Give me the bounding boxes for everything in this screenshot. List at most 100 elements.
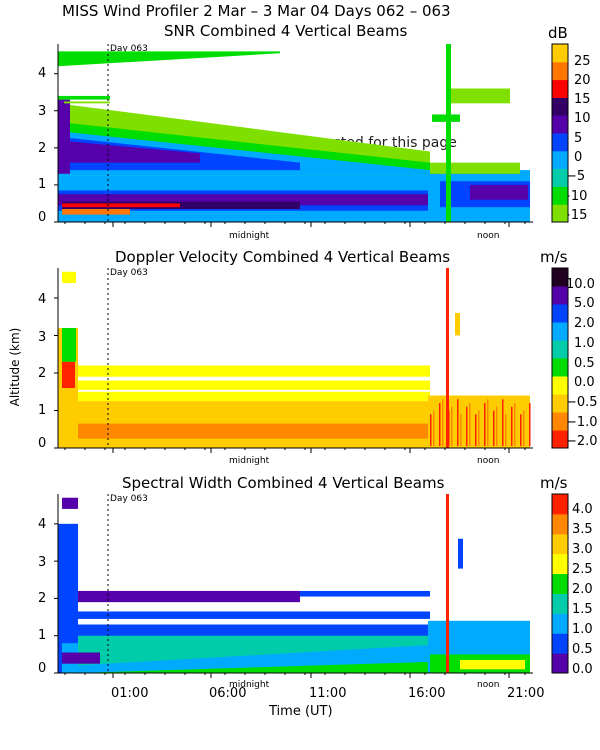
width-colorbar-segment [552, 553, 568, 575]
width-region [58, 523, 78, 673]
x-tick-label: 16:00 [408, 686, 446, 701]
width-colorbar-segment [552, 613, 568, 634]
doppler-region [508, 410, 510, 447]
doppler-region [62, 271, 76, 283]
width-unit-label: m/s [540, 474, 568, 492]
y-tick-label: 3 [38, 330, 47, 345]
y-tick-label: 3 [38, 555, 47, 570]
snr-colorbar-segment [552, 168, 568, 187]
doppler-region [499, 403, 501, 447]
doppler-colorbar-segment [552, 340, 568, 359]
colorbar-tick-label: 3.0 [572, 542, 593, 557]
snr-colorbar-segment [552, 97, 568, 116]
doppler-region [62, 361, 75, 388]
doppler-region [75, 365, 430, 377]
main-title: MISS Wind Profiler 2 Mar – 3 Mar 04 Days… [62, 2, 451, 20]
midnight-marker-label: midnight [229, 680, 270, 690]
doppler-region [493, 410, 495, 447]
doppler-colorbar-segment [552, 268, 568, 287]
colorbar-tick-label: 1.0 [574, 336, 595, 351]
colorbar-tick-label: −2.0 [566, 434, 598, 449]
width-region [446, 494, 449, 673]
snr-unit-label: dB [548, 24, 568, 42]
doppler-colorbar-segment [552, 322, 568, 341]
width-region [62, 652, 100, 664]
y-tick-label: 3 [38, 104, 47, 119]
y-tick-label: 0 [38, 210, 47, 225]
snr-region [446, 44, 451, 222]
day-marker-label: Day 063 [110, 44, 148, 54]
width-colorbar-segment [552, 513, 568, 535]
snr-region [58, 175, 430, 191]
time-axis-label: Time (UT) [269, 704, 333, 719]
snr-colorbar-segment [552, 61, 568, 81]
width-region [75, 624, 430, 636]
width-region [75, 645, 430, 673]
snr-region [62, 209, 130, 215]
width-colorbar-segment [552, 633, 568, 654]
width-panel-title: Spectral Width Combined 4 Vertical Beams [122, 474, 445, 492]
colorbar-tick-label: 10 [574, 111, 591, 126]
x-tick-label: 21:00 [507, 686, 545, 701]
colorbar-tick-label: 0.0 [572, 662, 593, 677]
doppler-region [442, 399, 444, 447]
width-region [75, 590, 300, 603]
doppler-region [529, 403, 531, 447]
midnight-marker-label: midnight [229, 231, 270, 241]
colorbar-tick-label: 0.5 [574, 356, 595, 371]
y-tick-label: 2 [38, 141, 47, 156]
doppler-colorbar-segment [552, 412, 568, 431]
snr-region [430, 162, 520, 174]
snr-region [470, 184, 528, 200]
day-marker-label: Day 063 [110, 268, 148, 278]
doppler-panel-title: Doppler Velocity Combined 4 Vertical Bea… [115, 248, 451, 266]
doppler-region [455, 313, 460, 336]
doppler-region [436, 406, 438, 447]
doppler-region [484, 403, 486, 447]
y-tick-label: 1 [38, 628, 47, 643]
x-tick-label: 11:00 [309, 686, 347, 701]
y-tick-label: 4 [38, 517, 47, 532]
width-colorbar-segment-frame [551, 493, 569, 674]
doppler-region [439, 403, 441, 447]
doppler-colorbar-segment [552, 430, 568, 449]
doppler-colorbar-segment [552, 286, 568, 305]
snr-region [58, 95, 110, 100]
colorbar-tick-label: 4.0 [572, 502, 593, 517]
y-tick-label: 1 [38, 403, 47, 418]
snr-region [64, 101, 110, 104]
doppler-region [469, 403, 471, 447]
noon-marker-label: noon [477, 231, 500, 241]
midnight-marker-label: midnight [229, 456, 270, 466]
snr-region [58, 210, 430, 222]
doppler-colorbar-segment [552, 358, 568, 377]
doppler-region [75, 380, 430, 390]
width-region [458, 538, 463, 569]
doppler-region [463, 410, 465, 447]
noon-marker-label: noon [477, 680, 500, 690]
width-colorbar-segment [552, 494, 568, 515]
width-colorbar-segment [552, 593, 568, 614]
doppler-unit-label: m/s [540, 248, 568, 266]
doppler-region [454, 403, 456, 447]
width-region [62, 497, 78, 509]
doppler-region [430, 414, 432, 447]
snr-colorbar-segment [552, 204, 568, 223]
doppler-region [520, 414, 522, 447]
doppler-region [496, 406, 498, 447]
snr-region [58, 194, 430, 206]
colorbar-tick-label: 3.5 [572, 522, 593, 537]
snr-colorbar-segment [552, 133, 568, 152]
snr-colorbar-segment [552, 115, 568, 134]
colorbar-tick-label: 2.0 [572, 582, 593, 597]
snr-panel-title: SNR Combined 4 Vertical Beams [164, 22, 408, 40]
doppler-colorbar-segment [552, 394, 568, 413]
doppler-region [75, 423, 430, 439]
noon-marker-label: noon [477, 456, 500, 466]
day-marker-label: Day 063 [110, 494, 148, 504]
colorbar-tick-label: 0.5 [572, 642, 593, 657]
doppler-region [478, 410, 480, 447]
snr-region [58, 140, 200, 163]
colorbar-tick-label: −5 [566, 169, 586, 184]
